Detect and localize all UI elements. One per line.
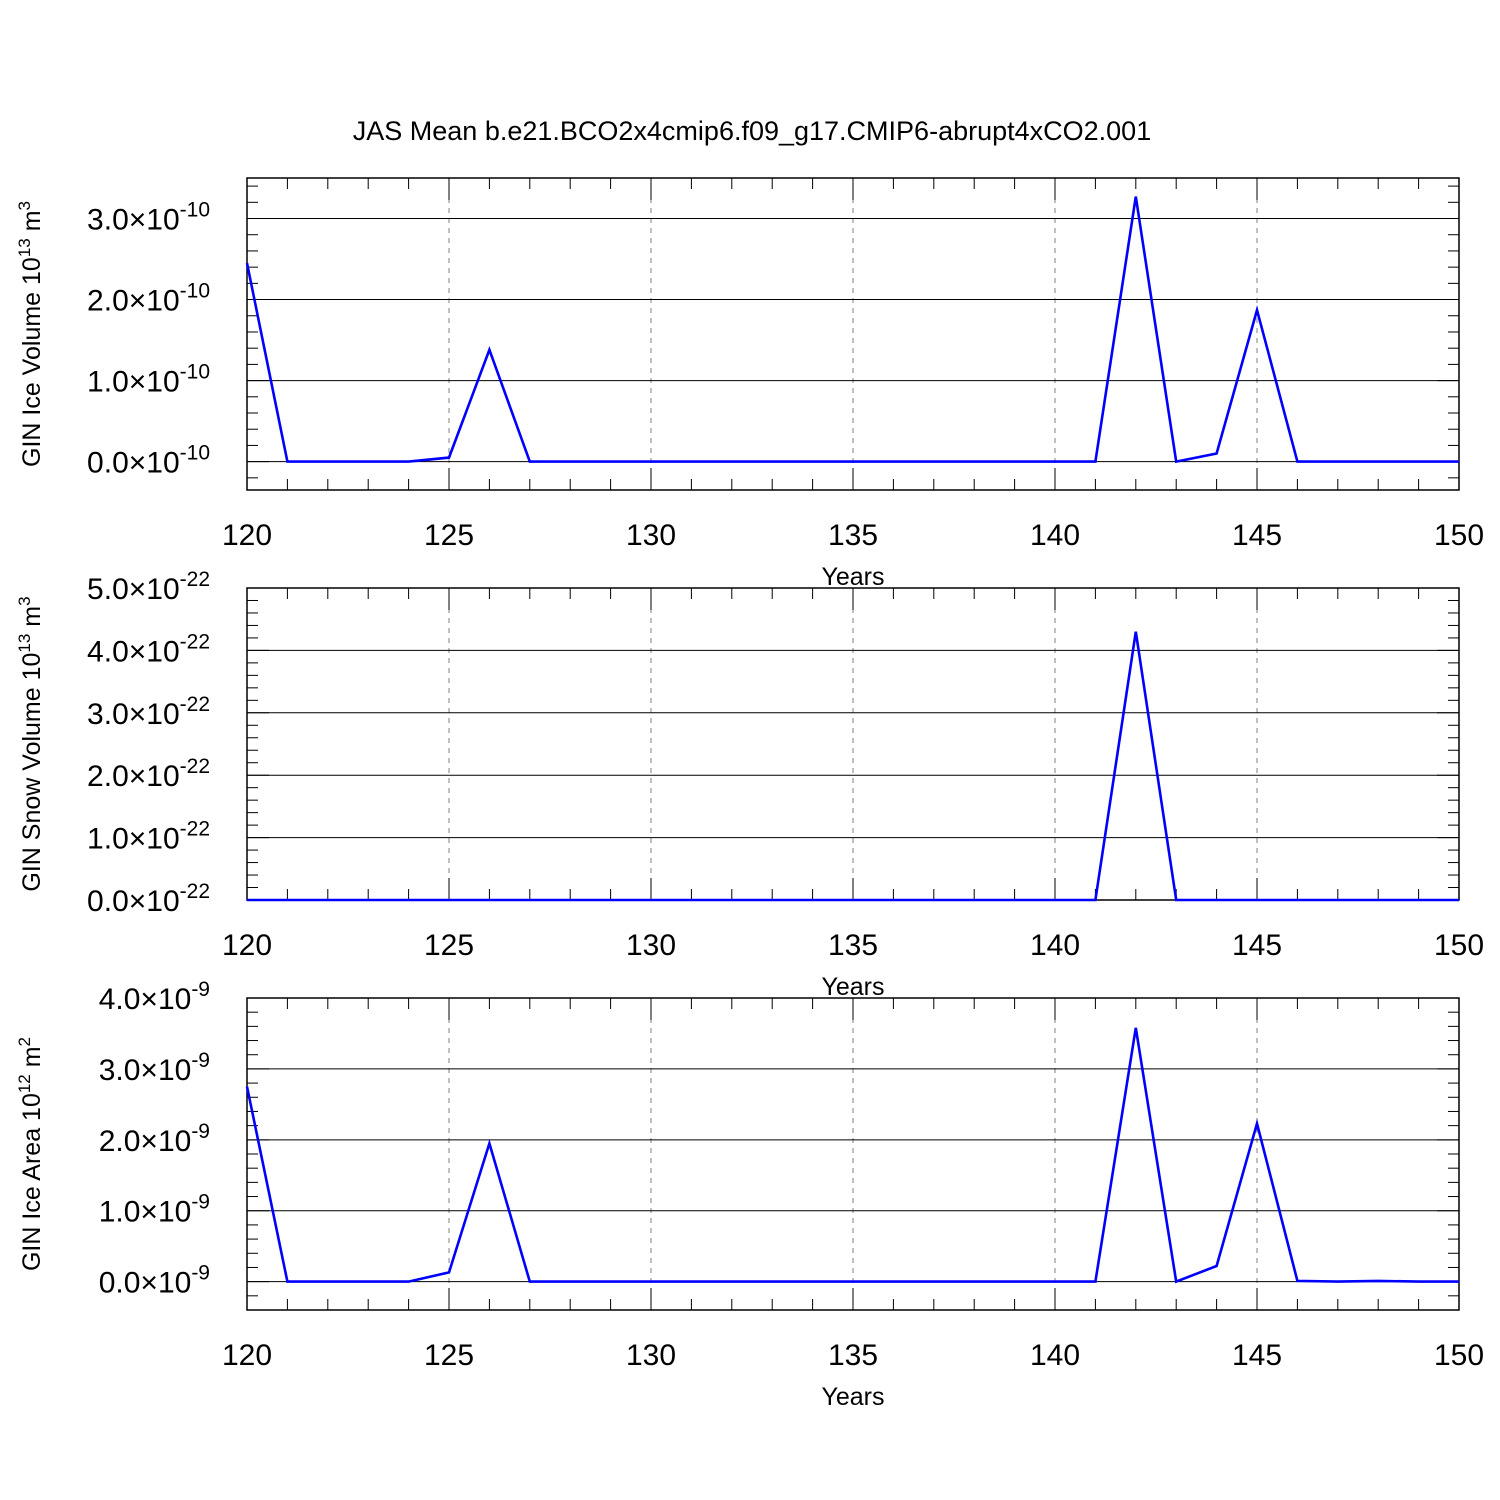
series-line — [245, 1027, 1459, 1284]
y-tick-label: 3.0×10-22 — [87, 693, 210, 731]
y-tick-label: 0.0×10-22 — [87, 880, 210, 918]
x-tick-label: 150 — [1434, 519, 1484, 552]
chart-title: JAS Mean b.e21.BCO2x4cmip6.f09_g17.CMIP6… — [353, 116, 1151, 146]
panel-2: 120 125 130 135 140 145 150 0.0×10-22 1.0×10-22 2… — [15, 568, 1484, 1001]
y-tick-label: 3.0×10-9 — [99, 1049, 210, 1087]
panel-3: 120 125 130 135 140 145 150 0.0×10-9 1.0×10-9 2.0… — [15, 978, 1484, 1411]
x-tick-label: 125 — [424, 519, 474, 552]
y-tick-label: 2.0×10-10 — [87, 280, 210, 318]
plot-frame — [246, 177, 1460, 491]
x-tick-label: 130 — [626, 1339, 676, 1372]
x-tick-label: 135 — [828, 1339, 878, 1372]
y-axis-label: GIN Snow Volume 1013 m3 — [15, 596, 46, 891]
y-axis-label: GIN Ice Area 1012 m2 — [15, 1037, 46, 1271]
series-line — [247, 631, 1459, 902]
x-tick-label: 135 — [828, 519, 878, 552]
x-tick-label: 145 — [1232, 1339, 1282, 1372]
x-tick-label: 130 — [626, 929, 676, 962]
y-tick-label: 2.0×10-22 — [87, 755, 210, 793]
x-tick-label: 140 — [1030, 1339, 1080, 1372]
x-axis-label: Years — [821, 1383, 884, 1411]
x-tick-label: 150 — [1434, 929, 1484, 962]
x-axis-label: Years — [821, 973, 884, 1001]
plot-frame — [246, 587, 1460, 901]
y-tick-label: 5.0×10-22 — [87, 568, 210, 606]
x-tick-label: 125 — [424, 1339, 474, 1372]
x-tick-label: 125 — [424, 929, 474, 962]
chart-panels: 120 125 130 135 140 145 150 0.0×10-10 1.0×10-10 2… — [15, 177, 1484, 1411]
x-tick-label: 120 — [222, 519, 272, 552]
y-tick-label: 4.0×10-22 — [87, 630, 210, 668]
plot-frame — [246, 997, 1460, 1311]
y-tick-label: 2.0×10-9 — [99, 1120, 210, 1158]
x-tick-label: 140 — [1030, 519, 1080, 552]
x-tick-label: 145 — [1232, 519, 1282, 552]
y-tick-label: 1.0×10-9 — [99, 1191, 210, 1229]
x-tick-label: 135 — [828, 929, 878, 962]
y-tick-label: 0.0×10-9 — [99, 1262, 210, 1300]
x-tick-label: 140 — [1030, 929, 1080, 962]
y-tick-label: 1.0×10-22 — [87, 818, 210, 856]
y-tick-label: 1.0×10-10 — [87, 361, 210, 399]
x-tick-label: 145 — [1232, 929, 1282, 962]
y-tick-label: 3.0×10-10 — [87, 199, 210, 237]
y-tick-label: 4.0×10-9 — [99, 978, 210, 1016]
y-axis-label: GIN Ice Volume 1013 m3 — [15, 201, 46, 467]
x-tick-label: 120 — [222, 1339, 272, 1372]
x-tick-label: 120 — [222, 929, 272, 962]
y-tick-label: 0.0×10-10 — [87, 442, 210, 480]
x-axis-label: Years — [821, 563, 884, 591]
x-tick-label: 130 — [626, 519, 676, 552]
x-tick-label: 150 — [1434, 1339, 1484, 1372]
series-line — [245, 196, 1459, 464]
panel-1: 120 125 130 135 140 145 150 0.0×10-10 1.0×10-10 2… — [15, 177, 1484, 591]
